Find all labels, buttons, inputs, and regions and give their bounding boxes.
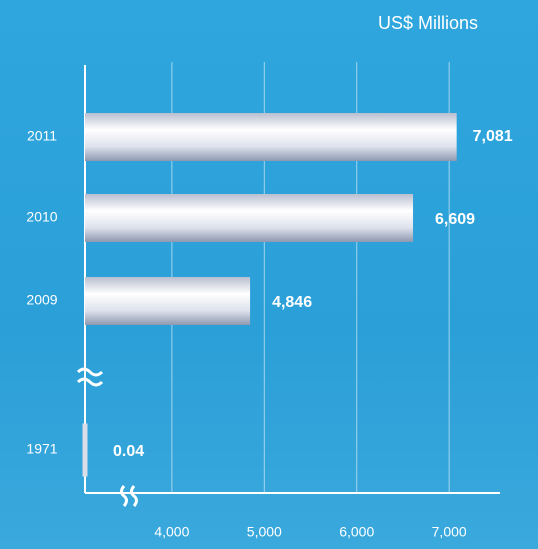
bar (85, 277, 251, 325)
axis-break (76, 367, 104, 387)
value-label: 7,081 (473, 128, 513, 145)
x-tick-label: 4,000 (154, 524, 189, 540)
chart-title: US$ Millions (378, 13, 478, 33)
x-tick-label: 7,000 (432, 524, 467, 540)
bar (85, 113, 457, 161)
y-tick-label: 2011 (27, 128, 57, 144)
value-label: 4,846 (272, 294, 312, 311)
y-tick-label: 2009 (26, 292, 57, 308)
axis-break (120, 485, 138, 507)
bar (85, 194, 414, 242)
x-tick-label: 5,000 (247, 524, 282, 540)
x-tick-label: 6,000 (339, 524, 374, 540)
y-tick-label: 2010 (26, 209, 57, 225)
y-tick-label: 1971 (26, 441, 57, 457)
value-label: 6,609 (435, 211, 475, 228)
value-label: 0.04 (113, 443, 144, 460)
